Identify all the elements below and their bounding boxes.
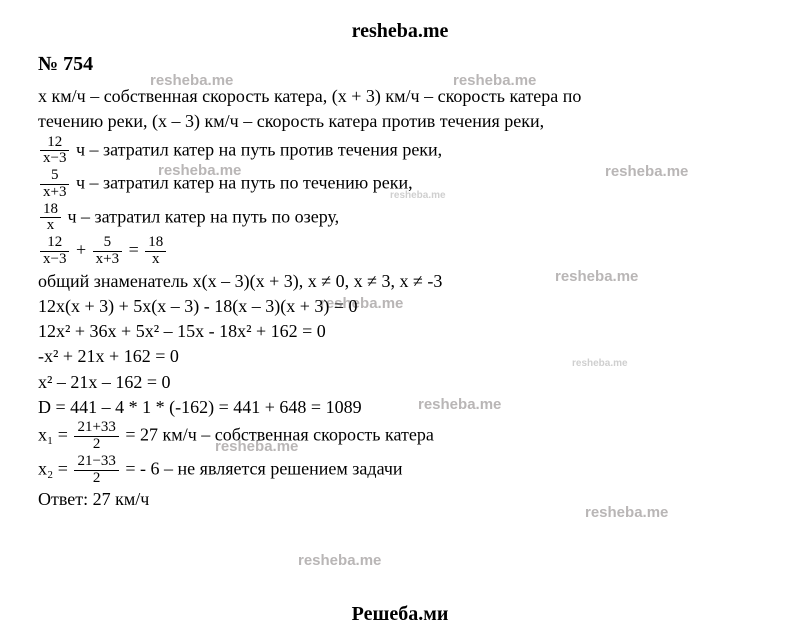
numerator: 18: [40, 202, 61, 218]
fraction: 21−33 2: [74, 454, 118, 487]
text: ч – затратил катер на путь по озеру,: [63, 206, 339, 226]
text-line: 12x² + 36x + 5x² – 15x - 18x² + 162 = 0: [38, 319, 762, 343]
denominator: x−3: [40, 251, 69, 268]
text: = - 6 – не является решением задачи: [121, 458, 403, 478]
numerator: 5: [93, 235, 122, 251]
denominator: x−3: [40, 150, 69, 167]
numerator: 12: [40, 235, 69, 251]
text-line: x₁ = 21+33 2 = 27 км/ч – собственная ско…: [38, 420, 762, 453]
fraction: 18 x: [145, 235, 166, 268]
denominator: 2: [74, 436, 118, 453]
text-line: общий знаменатель x(x – 3)(x + 3), x ≠ 0…: [38, 269, 762, 293]
text: ч – затратил катер на путь против течени…: [71, 139, 442, 159]
fraction: 18 x: [40, 202, 61, 235]
solution-content: resheba.me № 754 х км/ч – собственная ск…: [0, 0, 800, 512]
text: = 27 км/ч – собственная скорость катера: [121, 425, 434, 445]
watermark: resheba.me: [298, 552, 381, 569]
brand-header: resheba.me: [38, 18, 762, 45]
text-line: x₂ = 21−33 2 = - 6 – не является решение…: [38, 454, 762, 487]
answer-line: Ответ: 27 км/ч: [38, 487, 762, 511]
text: x₂ =: [38, 458, 72, 478]
text-line: D = 441 – 4 * 1 * (-162) = 441 + 648 = 1…: [38, 395, 762, 419]
text-line: течению реки, (х – 3) км/ч – скорость ка…: [38, 109, 762, 133]
fraction: 21+33 2: [74, 420, 118, 453]
denominator: x: [40, 217, 61, 234]
numerator: 5: [40, 168, 69, 184]
operator: =: [124, 239, 143, 259]
fraction: 5 x+3: [40, 168, 69, 201]
fraction: 12 x−3: [40, 135, 69, 168]
text-line: -x² + 21x + 162 = 0: [38, 344, 762, 368]
numerator: 21−33: [74, 454, 118, 470]
fraction: 5 x+3: [93, 235, 122, 268]
text: ч – затратил катер на путь по течению ре…: [71, 172, 412, 192]
text-line: x² – 21x – 162 = 0: [38, 370, 762, 394]
equation-line: 12 x−3 + 5 x+3 = 18 x: [38, 235, 762, 268]
denominator: x+3: [93, 251, 122, 268]
brand-footer: Решеба.ми: [0, 603, 800, 626]
text-line: 18 x ч – затратил катер на путь по озеру…: [38, 202, 762, 235]
numerator: 12: [40, 135, 69, 151]
text-line: 5 x+3 ч – затратил катер на путь по тече…: [38, 168, 762, 201]
numerator: 21+33: [74, 420, 118, 436]
numerator: 18: [145, 235, 166, 251]
text-line: х км/ч – собственная скорость катера, (х…: [38, 84, 762, 108]
fraction: 12 x−3: [40, 235, 69, 268]
denominator: x+3: [40, 184, 69, 201]
denominator: x: [145, 251, 166, 268]
denominator: 2: [74, 470, 118, 487]
text: x₁ =: [38, 425, 72, 445]
text-line: 12 x−3 ч – затратил катер на путь против…: [38, 135, 762, 168]
text-line: 12x(x + 3) + 5x(x – 3) - 18(x – 3)(x + 3…: [38, 294, 762, 318]
operator: +: [71, 239, 90, 259]
problem-number: № 754: [38, 51, 762, 78]
